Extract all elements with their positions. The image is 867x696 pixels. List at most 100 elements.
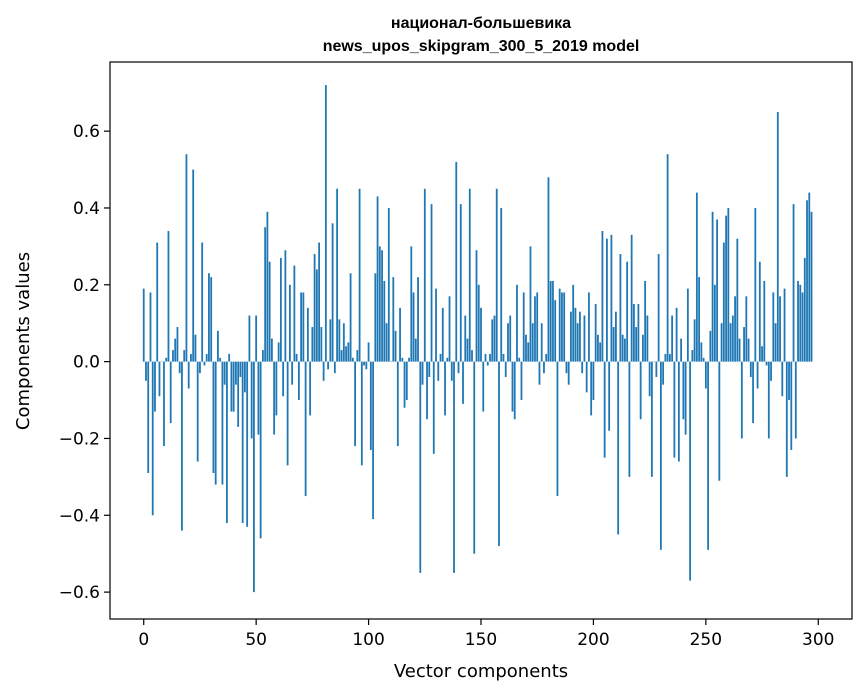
bar-252 xyxy=(709,330,712,362)
bar-173 xyxy=(531,323,534,362)
bar-231 xyxy=(662,361,665,385)
bar-168 xyxy=(520,361,523,401)
bar-71 xyxy=(302,292,305,362)
bar-60 xyxy=(277,342,280,362)
bar-32 xyxy=(214,361,217,485)
bar-76 xyxy=(313,254,316,362)
bar-260 xyxy=(727,207,730,362)
x-tick-label: 50 xyxy=(245,630,267,650)
bar-274 xyxy=(758,261,761,362)
bar-272 xyxy=(754,207,757,362)
bar-81 xyxy=(324,85,327,362)
bar-57 xyxy=(270,338,273,362)
bar-38 xyxy=(228,353,231,362)
bar-2 xyxy=(147,361,150,474)
bar-11 xyxy=(167,231,170,362)
bar-1 xyxy=(145,361,147,381)
bar-183 xyxy=(554,300,557,362)
bar-192 xyxy=(574,307,577,362)
bar-80 xyxy=(322,361,325,381)
bar-49 xyxy=(253,361,255,593)
bar-156 xyxy=(493,315,496,362)
bar-102 xyxy=(372,361,374,520)
bar-293 xyxy=(801,292,804,362)
bar-213 xyxy=(621,334,624,362)
bar-58 xyxy=(273,361,276,435)
bar-139 xyxy=(455,161,458,362)
bar-194 xyxy=(579,311,581,362)
bar-199 xyxy=(590,361,593,416)
bar-171 xyxy=(527,342,530,362)
bar-268 xyxy=(745,296,748,362)
bar-148 xyxy=(475,250,478,362)
bar-267 xyxy=(743,327,745,362)
y-tick-label: 0.0 xyxy=(73,353,100,373)
bar-248 xyxy=(700,342,703,362)
bar-250 xyxy=(704,361,707,389)
bar-225 xyxy=(648,361,651,397)
bar-258 xyxy=(722,242,725,362)
bar-128 xyxy=(430,204,433,362)
bar-230 xyxy=(659,361,662,550)
bar-18 xyxy=(183,350,186,362)
bar-249 xyxy=(702,357,705,362)
bar-150 xyxy=(480,307,482,362)
bar-155 xyxy=(491,319,494,362)
bar-17 xyxy=(181,361,183,531)
bar-219 xyxy=(635,327,638,362)
y-tick-label: −0.6 xyxy=(59,583,100,603)
bar-217 xyxy=(630,234,633,362)
bar-62 xyxy=(282,361,285,397)
bar-33 xyxy=(217,330,219,362)
bar-278 xyxy=(767,361,770,439)
bar-69 xyxy=(297,361,300,401)
bar-74 xyxy=(309,361,312,416)
bar-55 xyxy=(266,211,269,362)
bar-165 xyxy=(513,361,516,420)
bar-232 xyxy=(664,353,667,362)
bar-34 xyxy=(219,357,222,362)
bar-75 xyxy=(311,327,314,362)
bar-100 xyxy=(367,342,370,362)
bar-9 xyxy=(163,361,165,447)
bar-63 xyxy=(284,250,287,362)
bar-3 xyxy=(149,292,152,362)
bar-209 xyxy=(612,327,615,362)
bar-256 xyxy=(718,361,721,481)
bar-172 xyxy=(529,246,532,362)
bar-46 xyxy=(246,361,249,527)
bar-103 xyxy=(374,273,377,362)
x-axis: 0 50 100 150 200 250 300 xyxy=(138,619,834,650)
bar-107 xyxy=(383,280,386,362)
bar-167 xyxy=(518,357,521,362)
bar-277 xyxy=(765,361,768,366)
x-tick-label: 200 xyxy=(577,630,609,650)
bar-145 xyxy=(468,188,471,362)
bar-131 xyxy=(437,361,440,381)
chart-subtitle: news_upos_skipgram_300_5_2019 model xyxy=(323,38,640,55)
bar-36 xyxy=(223,361,226,385)
bar-174 xyxy=(534,296,536,362)
bar-285 xyxy=(783,288,786,362)
bar-245 xyxy=(693,319,696,362)
bar-39 xyxy=(230,361,233,412)
bar-98 xyxy=(363,361,365,366)
bar-280 xyxy=(772,292,775,362)
bar-203 xyxy=(599,342,602,362)
bar-187 xyxy=(563,292,566,362)
bar-67 xyxy=(293,265,296,362)
bar-97 xyxy=(360,361,363,466)
bar-236 xyxy=(673,361,676,458)
bar-193 xyxy=(576,323,579,362)
bar-234 xyxy=(668,353,671,362)
bar-136 xyxy=(448,296,451,362)
bar-85 xyxy=(333,361,336,374)
bar-70 xyxy=(300,292,303,362)
bar-109 xyxy=(387,207,390,362)
bar-186 xyxy=(561,292,563,362)
bar-61 xyxy=(279,257,282,362)
bar-254 xyxy=(713,284,716,362)
y-axis: −0.6 −0.4 −0.2 0.0 0.2 0.4 0.6 xyxy=(59,122,110,603)
bar-95 xyxy=(356,350,359,362)
bar-143 xyxy=(464,315,467,362)
